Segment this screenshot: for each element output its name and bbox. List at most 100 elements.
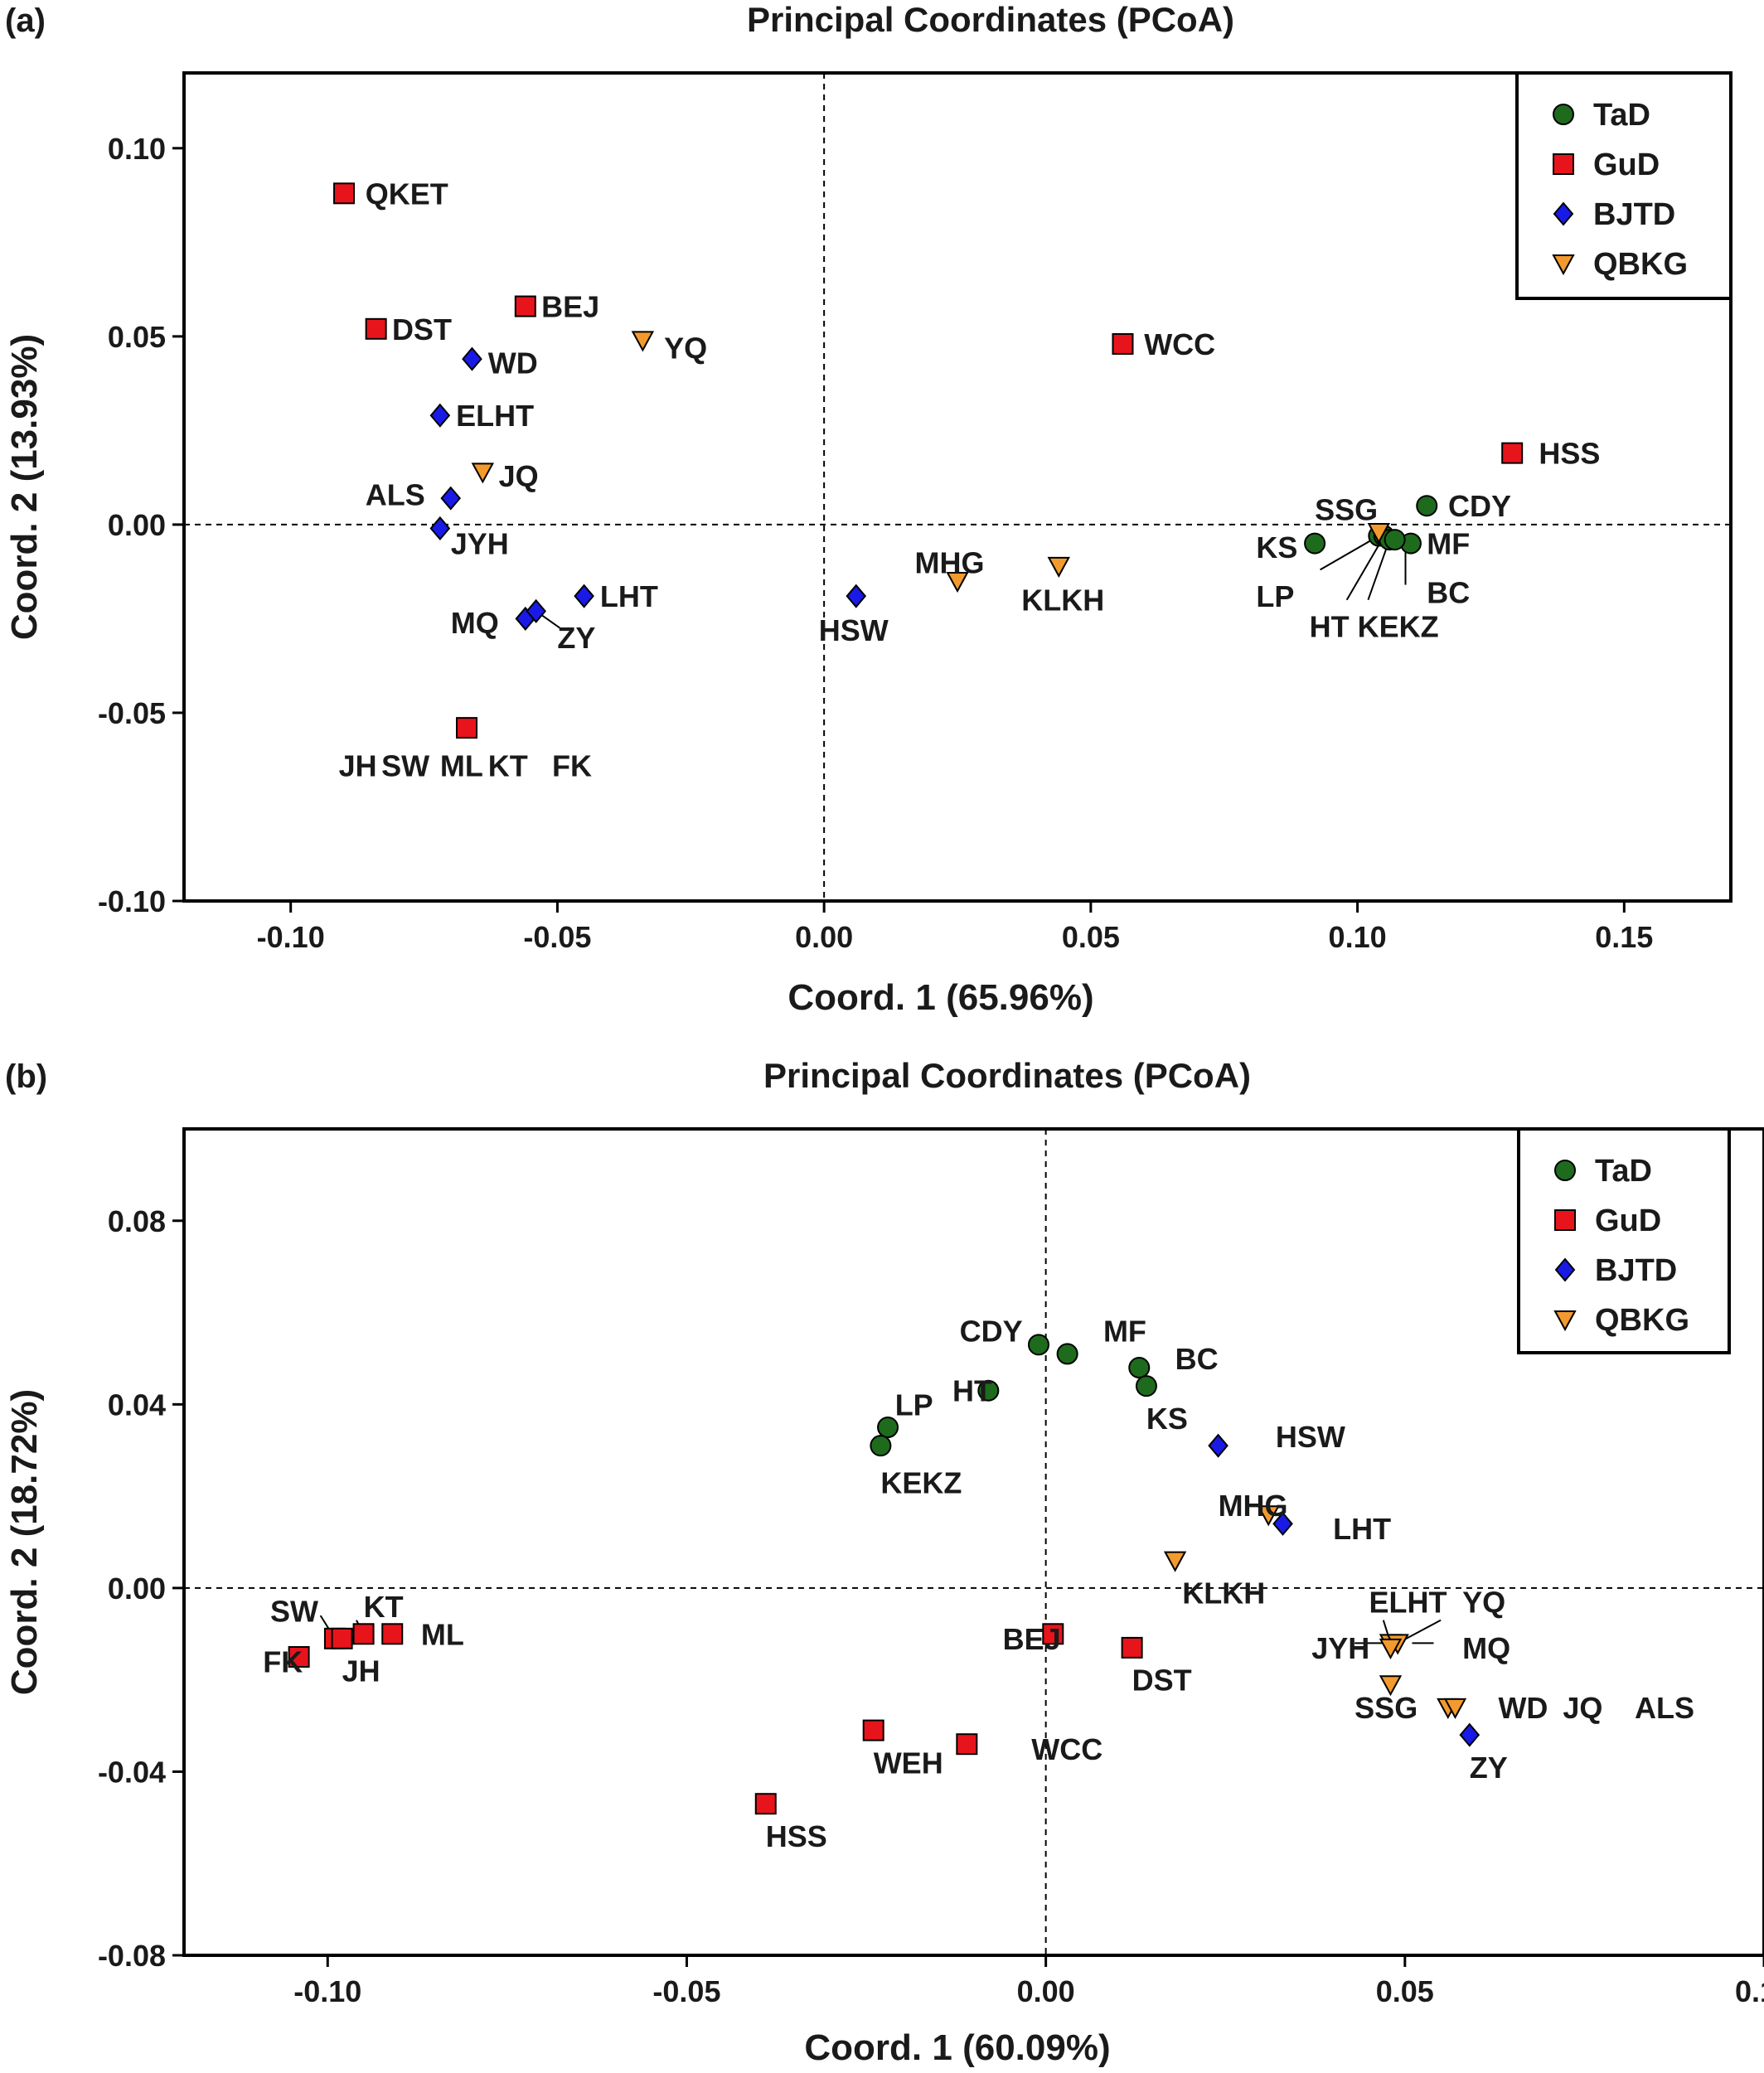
point-label: WD (488, 346, 538, 380)
legend-marker-qbkg (1553, 1310, 1577, 1332)
point-label: BC (1427, 576, 1470, 610)
point-label: SSG (1315, 493, 1378, 527)
point-label: SW (270, 1595, 318, 1629)
point-label: HT (952, 1374, 992, 1408)
data-point-tad (977, 1379, 1000, 1402)
point-label: BEJ (1003, 1622, 1061, 1656)
point-label: KEKZ (1358, 610, 1439, 644)
point-label: SSG (1354, 1691, 1418, 1725)
point-label: KLKH (1182, 1576, 1265, 1610)
data-point-gud (381, 1623, 404, 1645)
point-label: WCC (1031, 1732, 1102, 1766)
legend-label: GuD (1593, 148, 1660, 182)
data-point-gud (1501, 442, 1524, 464)
point-label: MQ (1462, 1631, 1510, 1665)
x-tick-label: 0.00 (795, 920, 853, 954)
point-label: MF (1427, 527, 1470, 561)
chart-title: Principal Coordinates (PCoA) (747, 0, 1234, 39)
point-label: JQ (1563, 1691, 1602, 1725)
data-point-bjtd (429, 516, 451, 540)
data-point-gud (956, 1733, 978, 1756)
data-point-tad (1416, 495, 1438, 517)
y-axis-label: Coord. 2 (13.93%) (4, 334, 45, 640)
legend-label: TaD (1595, 1154, 1652, 1189)
legend-label: QBKG (1595, 1303, 1689, 1338)
data-point-qbkg (1379, 1675, 1403, 1697)
data-point-qbkg (1367, 522, 1391, 545)
data-point-bjtd (1459, 1722, 1480, 1747)
panel-b: (b) Principal Coordinates (PCoA) -0.10 -0.0… (4, 1056, 1764, 2068)
plot-frame (182, 71, 1732, 903)
panel-a: (a) Principal Coordinates (PCoA) -0.10 -0.0… (4, 0, 1732, 1018)
label-leader-line (1320, 535, 1379, 571)
y-tick-label: -0.05 (98, 696, 166, 730)
legend-marker-bjtd (1553, 201, 1574, 226)
data-point-gud (1042, 1623, 1064, 1645)
data-point-gud (365, 317, 387, 340)
y-tick-label: 0.10 (108, 132, 166, 166)
legend-label: QBKG (1593, 247, 1688, 282)
data-point-tad (1304, 532, 1326, 555)
point-label: HSW (1276, 1420, 1345, 1454)
legend-marker-gud (1553, 153, 1574, 175)
x-tick-label: -0.05 (652, 1974, 720, 2008)
data-point-bjtd (429, 403, 451, 428)
point-label: JQ (499, 459, 539, 493)
point-label: LP (895, 1388, 933, 1422)
x-tick-label: 0.05 (1376, 1974, 1434, 2008)
data-point-gud (352, 1623, 375, 1645)
point-label: KT (364, 1590, 404, 1624)
point-label: BC (1175, 1342, 1219, 1376)
data-point-qbkg (946, 572, 969, 593)
point-label: ML (440, 749, 483, 783)
point-label: KS (1256, 530, 1297, 564)
data-point-gud (333, 182, 356, 205)
data-point-tad (1128, 1357, 1151, 1379)
data-point-qbkg (471, 463, 495, 484)
legend-label: TaD (1593, 98, 1650, 133)
x-tick-label: -0.10 (257, 920, 325, 954)
data-point-tad (1384, 529, 1406, 551)
point-label: WEH (874, 1746, 943, 1780)
y-tick-label: 0.05 (108, 320, 166, 354)
x-tick-label: -0.05 (523, 920, 591, 954)
point-label: MF (1103, 1315, 1146, 1349)
point-label: ALS (366, 478, 425, 512)
point-label: LHT (1333, 1512, 1391, 1546)
point-label: HT (1310, 610, 1350, 644)
data-point-gud (456, 717, 478, 739)
point-label: MHG (915, 545, 985, 579)
chart-title: Principal Coordinates (PCoA) (763, 1056, 1251, 1095)
data-point-bjtd (846, 584, 867, 608)
point-label: LHT (600, 579, 658, 613)
data-point-tad (870, 1435, 892, 1457)
legend-label: GuD (1595, 1204, 1661, 1238)
point-label: YQ (664, 331, 707, 365)
point-label: ELHT (1369, 1586, 1447, 1620)
y-tick-label: 0.00 (108, 508, 166, 542)
point-label: SW (381, 749, 429, 783)
point-label: JH (339, 749, 377, 783)
point-label: ZY (1470, 1751, 1508, 1785)
y-tick-label: 0.04 (108, 1388, 166, 1422)
point-label: LP (1256, 579, 1294, 613)
point-label: CDY (1448, 489, 1511, 523)
y-tick-label: -0.04 (98, 1755, 166, 1789)
x-tick-label: 0.00 (1017, 1974, 1075, 2008)
data-point-bjtd (1272, 1511, 1293, 1536)
panel-label: (a) (5, 2, 46, 39)
data-point-qbkg (1443, 1698, 1467, 1719)
data-point-bjtd (526, 598, 546, 623)
data-point-qbkg (1379, 1638, 1403, 1659)
data-point-tad (1056, 1343, 1078, 1365)
y-tick-label: -0.08 (98, 1939, 166, 1973)
point-label: MQ (451, 606, 499, 640)
point-label: DST (392, 312, 452, 346)
legend-label: BJTD (1593, 197, 1675, 232)
point-label: MHG (1219, 1489, 1288, 1523)
data-point-qbkg (631, 331, 655, 352)
legend-marker-qbkg (1552, 254, 1575, 276)
x-axis-label: Coord. 1 (60.09%) (804, 2027, 1110, 2068)
point-label: JYH (1311, 1631, 1369, 1665)
